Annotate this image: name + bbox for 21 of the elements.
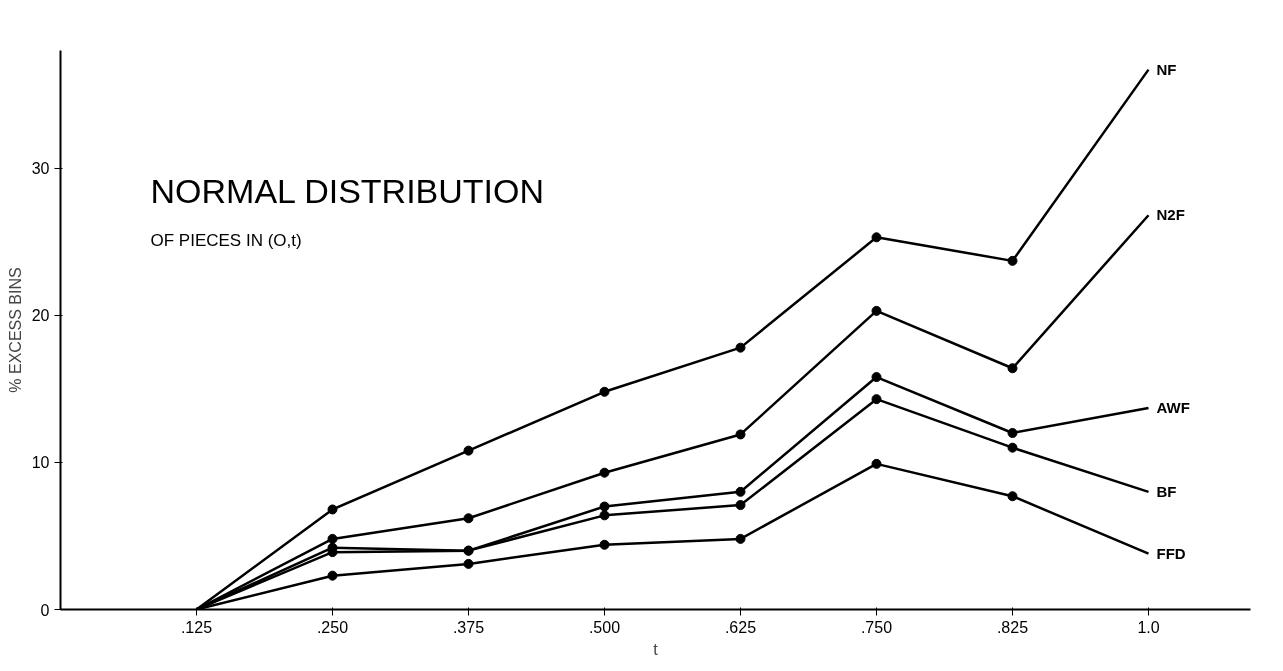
x-tick-label: .625 bbox=[724, 618, 757, 636]
y-axis-title: % EXCESS BINS bbox=[6, 267, 24, 393]
x-tick-label: .250 bbox=[316, 618, 349, 636]
series-label: FFD bbox=[1156, 544, 1186, 562]
x-tick-label: .825 bbox=[996, 618, 1029, 636]
y-tick-label: 30 bbox=[31, 160, 50, 178]
y-tick-label: 20 bbox=[31, 307, 50, 325]
series-label: NF bbox=[1156, 60, 1177, 78]
series-label: AWF bbox=[1156, 398, 1190, 416]
y-tick-label: 10 bbox=[31, 454, 50, 472]
x-tick-label: 1.0 bbox=[1137, 618, 1160, 636]
x-tick-label: .750 bbox=[860, 618, 893, 636]
x-axis-title: t bbox=[653, 640, 659, 658]
series-label: N2F bbox=[1156, 206, 1185, 224]
x-tick-label: .375 bbox=[452, 618, 485, 636]
text: NORMAL DISTRIBUTION bbox=[150, 171, 545, 210]
text: OF PIECES IN (O,t) bbox=[150, 230, 302, 250]
series-label: BF bbox=[1156, 482, 1177, 500]
x-tick-label: .125 bbox=[180, 618, 213, 636]
x-tick-label: .500 bbox=[588, 618, 621, 636]
y-tick-label: 0 bbox=[40, 601, 50, 619]
